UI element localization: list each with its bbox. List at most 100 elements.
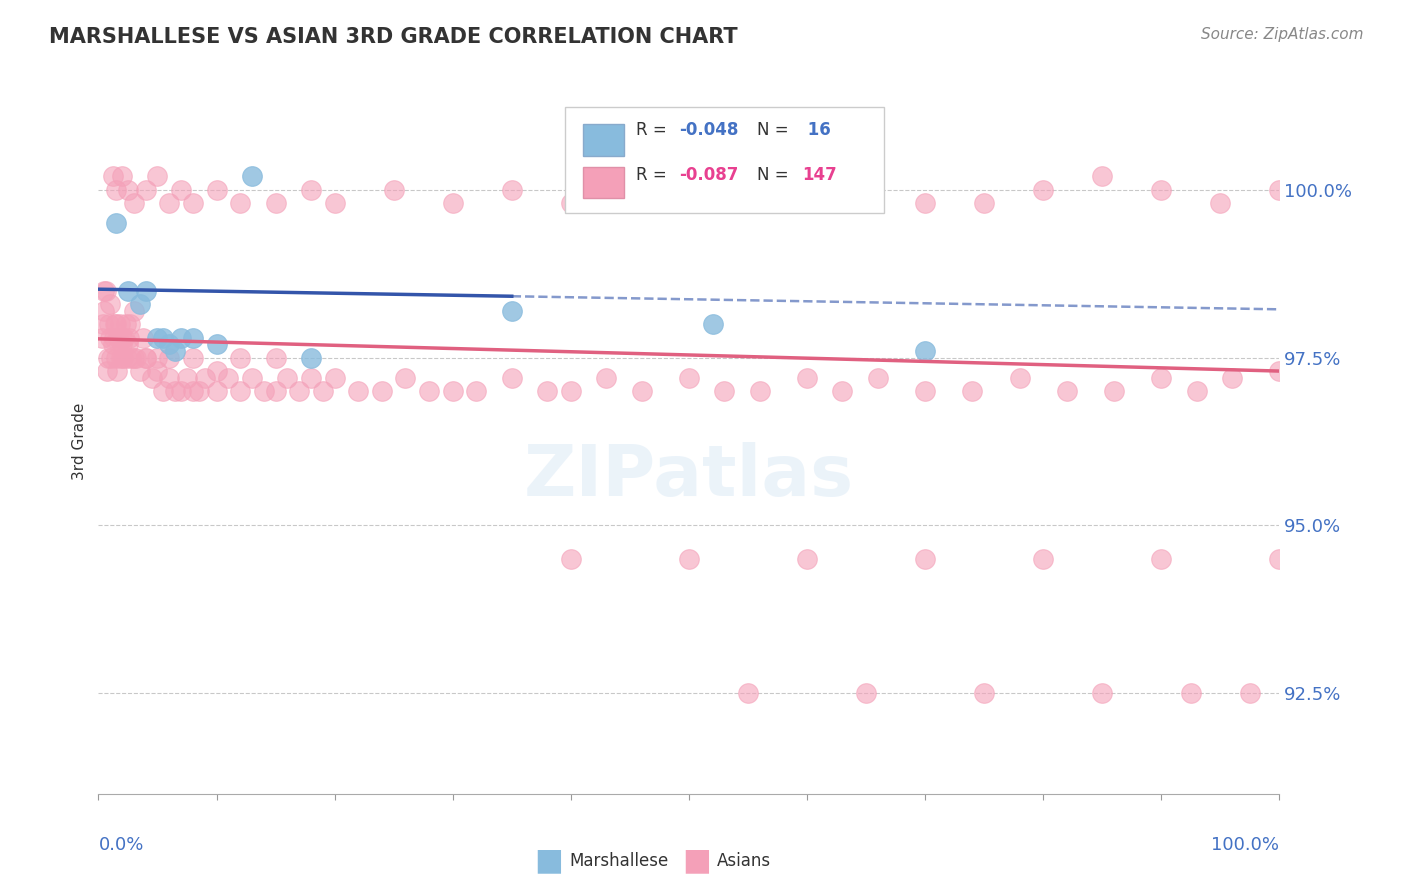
Point (152, 330, 174, 344)
Point (125, 351, 148, 365)
Point (117, 337, 139, 351)
Point (678, 371, 700, 385)
Text: 100.0%: 100.0% (1212, 836, 1279, 855)
Point (1150, 183, 1173, 197)
Text: N =: N = (758, 121, 794, 139)
FancyBboxPatch shape (565, 107, 884, 212)
Point (1180, 686, 1202, 700)
Point (1268, 364, 1291, 378)
Point (108, 317, 131, 331)
Point (117, 183, 139, 197)
Point (176, 371, 198, 385)
Point (560, 552, 582, 566)
Point (914, 552, 936, 566)
Point (135, 351, 157, 365)
Text: ■: ■ (682, 847, 711, 875)
Point (101, 169, 124, 184)
Point (105, 351, 128, 365)
Point (1268, 552, 1291, 566)
Point (229, 384, 252, 399)
Point (737, 183, 759, 197)
Point (1032, 552, 1054, 566)
Text: 147: 147 (803, 166, 837, 184)
Point (98, 297, 121, 311)
Point (112, 330, 135, 344)
Point (181, 384, 204, 399)
Point (229, 196, 252, 211)
Text: -0.048: -0.048 (679, 121, 740, 139)
Point (117, 284, 139, 298)
Point (110, 351, 132, 365)
Point (276, 371, 298, 385)
Point (157, 351, 180, 365)
Point (501, 303, 523, 318)
Point (157, 371, 180, 385)
Point (702, 317, 724, 331)
Point (1185, 384, 1208, 399)
Point (1268, 183, 1291, 197)
Point (181, 330, 204, 344)
Point (323, 196, 346, 211)
Point (264, 384, 287, 399)
Point (105, 317, 128, 331)
Point (165, 384, 187, 399)
Point (98, 330, 121, 344)
Point (962, 384, 984, 399)
Point (98, 317, 121, 331)
Point (1008, 371, 1031, 385)
Point (132, 330, 155, 344)
Point (441, 384, 464, 399)
Point (973, 686, 995, 700)
Point (1209, 196, 1232, 211)
Point (135, 351, 157, 365)
Point (122, 303, 145, 318)
Point (170, 330, 193, 344)
Point (181, 351, 204, 365)
Point (1239, 686, 1261, 700)
Point (194, 371, 217, 385)
Point (94, 284, 117, 298)
Point (299, 183, 322, 197)
Point (501, 371, 523, 385)
Point (146, 364, 169, 378)
Point (560, 196, 582, 211)
Point (96, 364, 118, 378)
Point (299, 351, 322, 365)
Point (1102, 384, 1125, 399)
Point (831, 384, 853, 399)
Text: R =: R = (636, 166, 672, 184)
Point (1091, 686, 1114, 700)
FancyBboxPatch shape (582, 167, 624, 198)
Point (973, 196, 995, 211)
Point (114, 317, 136, 331)
Y-axis label: 3rd Grade: 3rd Grade (72, 403, 87, 480)
Point (748, 384, 770, 399)
Point (135, 284, 157, 298)
Point (104, 317, 127, 331)
Point (560, 384, 582, 399)
Point (100, 351, 122, 365)
Point (105, 216, 128, 230)
Point (394, 371, 416, 385)
Point (91, 330, 114, 344)
Point (105, 364, 128, 378)
Point (170, 384, 193, 399)
Point (678, 169, 700, 184)
Point (796, 552, 818, 566)
Point (111, 337, 134, 351)
Point (323, 371, 346, 385)
Point (165, 343, 187, 358)
Point (441, 196, 464, 211)
Point (101, 337, 124, 351)
Point (91, 317, 114, 331)
Point (1032, 183, 1054, 197)
Point (240, 371, 263, 385)
Point (796, 196, 818, 211)
Point (205, 364, 228, 378)
Point (128, 297, 150, 311)
Point (737, 686, 759, 700)
Point (253, 384, 276, 399)
Point (796, 371, 818, 385)
Point (914, 343, 936, 358)
Point (1220, 371, 1243, 385)
